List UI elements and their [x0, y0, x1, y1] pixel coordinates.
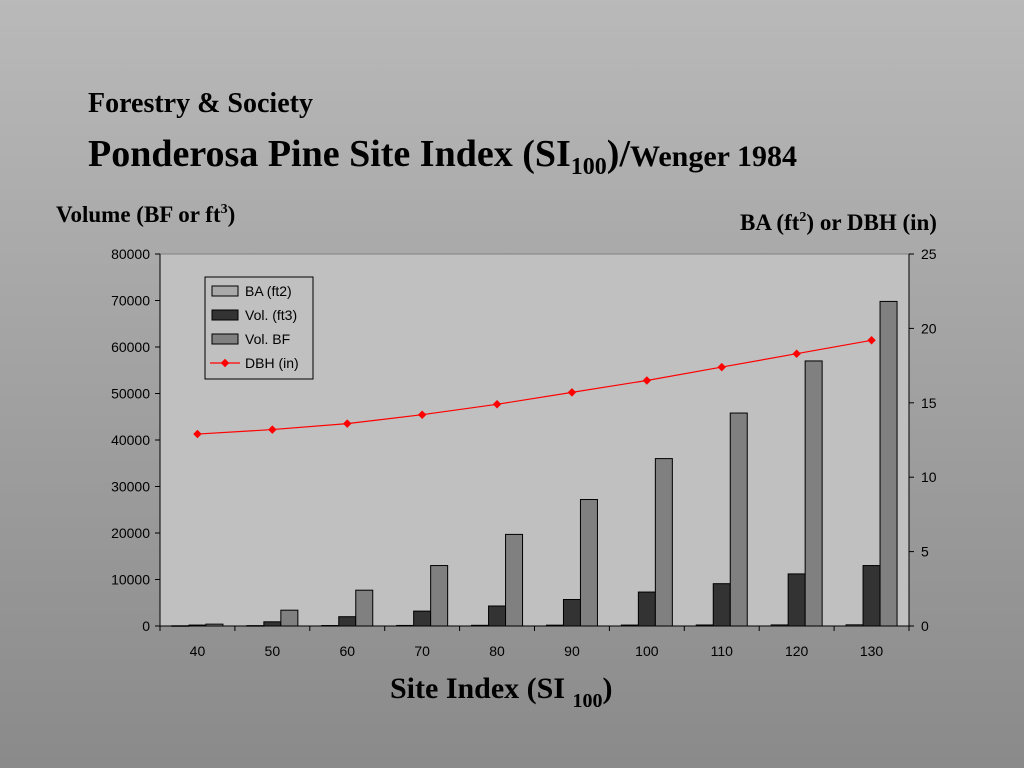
x-tick-label: 100 — [635, 643, 659, 659]
right-axis-label-sup: 2 — [799, 210, 807, 225]
y-left-tick-label: 70000 — [111, 293, 150, 309]
right-axis-label: BA (ft2) or DBH (in) — [740, 210, 937, 236]
legend-label: BA (ft2) — [245, 283, 292, 299]
bar-vol-bf — [355, 589, 374, 627]
y-right-tick-label: 15 — [921, 395, 937, 411]
y-left-tick-label: 40000 — [111, 432, 150, 448]
x-axis-label-close: ) — [602, 672, 613, 705]
bar-vol-bf — [505, 533, 524, 627]
y-left-tick-label: 50000 — [111, 386, 150, 402]
bar-vol-bf — [430, 565, 449, 627]
bar-vol-ft3- — [637, 591, 656, 627]
title-source: Wenger 1984 — [630, 140, 797, 173]
x-tick-label: 60 — [339, 643, 355, 659]
x-tick-label: 130 — [860, 643, 884, 659]
title-close: )/ — [606, 133, 631, 175]
bar-vol-bf — [654, 458, 673, 627]
left-axis-label: Volume (BF or ft3) — [56, 202, 235, 228]
right-axis-label-text: BA (ft — [740, 210, 800, 235]
y-left-tick-label: 80000 — [111, 246, 150, 262]
dbh-marker — [717, 362, 726, 372]
dbh-marker — [567, 388, 577, 397]
bar-vol-ft3- — [562, 598, 581, 627]
legend-swatch — [211, 309, 239, 321]
bar-vol-bf — [729, 412, 748, 627]
title-subscript: 100 — [570, 154, 607, 180]
x-tick-label: 110 — [711, 643, 734, 659]
right-axis-label-rest: ) or DBH (in) — [806, 210, 937, 235]
bar-vol-bf — [280, 609, 299, 627]
left-axis-label-sup: 3 — [220, 202, 228, 217]
y-left-tick-label: 60000 — [111, 339, 150, 355]
bar-vol-ft3- — [787, 573, 806, 627]
left-axis-label-close: ) — [227, 202, 236, 227]
x-tick-label: 120 — [785, 643, 809, 659]
dbh-marker — [417, 410, 427, 419]
y-left-tick-label: 20000 — [111, 525, 150, 541]
legend-label: DBH (in) — [245, 355, 299, 371]
legend-swatch — [211, 285, 239, 297]
bar-vol-ft3- — [862, 565, 881, 627]
dbh-marker — [642, 376, 652, 385]
x-axis-label-text: Site Index (SI — [390, 672, 573, 705]
dbh-marker — [492, 400, 502, 409]
y-right-tick-label: 5 — [921, 544, 929, 560]
bar-vol-bf — [879, 300, 898, 627]
legend-label: Vol. (ft3) — [245, 307, 297, 323]
x-tick-label: 90 — [564, 643, 580, 659]
y-left-tick-label: 10000 — [111, 572, 150, 588]
x-tick-label: 50 — [265, 643, 281, 659]
x-tick-label: 40 — [190, 643, 206, 659]
x-tick-label: 70 — [414, 643, 430, 659]
course-title: Forestry & Society — [88, 88, 313, 119]
dbh-line — [197, 339, 872, 435]
chart-title: Ponderosa Pine Site Index (SI100)/Wenger… — [88, 132, 797, 181]
title-main: Ponderosa Pine Site Index (SI — [88, 133, 571, 175]
bar-vol-bf — [804, 360, 823, 627]
bar-vol-bf — [579, 499, 598, 627]
left-axis-label-text: Volume (BF or ft — [56, 202, 221, 227]
x-tick-label: 80 — [489, 643, 505, 659]
dbh-marker — [867, 336, 876, 345]
dbh-marker — [792, 349, 801, 358]
legend-label: Vol. BF — [245, 331, 290, 347]
y-left-tick-label: 30000 — [111, 479, 150, 495]
y-right-tick-label: 20 — [921, 320, 937, 336]
bar-vol-ft3- — [263, 621, 282, 627]
y-right-tick-label: 25 — [921, 246, 937, 262]
bar-vol-ft3- — [413, 610, 432, 627]
dbh-marker — [343, 419, 352, 428]
y-right-tick-label: 10 — [921, 469, 937, 485]
y-right-tick-label: 0 — [921, 618, 929, 634]
y-left-tick-label: 0 — [142, 618, 150, 634]
bar-vol-ft3- — [712, 583, 731, 627]
bar-vol-ft3- — [338, 616, 357, 627]
bar-vol-ft3- — [488, 605, 507, 627]
legend-swatch — [211, 333, 239, 345]
dbh-marker — [193, 429, 202, 439]
legend-marker — [220, 358, 230, 368]
x-axis-label-sub: 100 — [572, 690, 603, 712]
dbh-marker — [268, 425, 277, 434]
x-axis-label: Site Index (SI 100) — [390, 672, 613, 713]
